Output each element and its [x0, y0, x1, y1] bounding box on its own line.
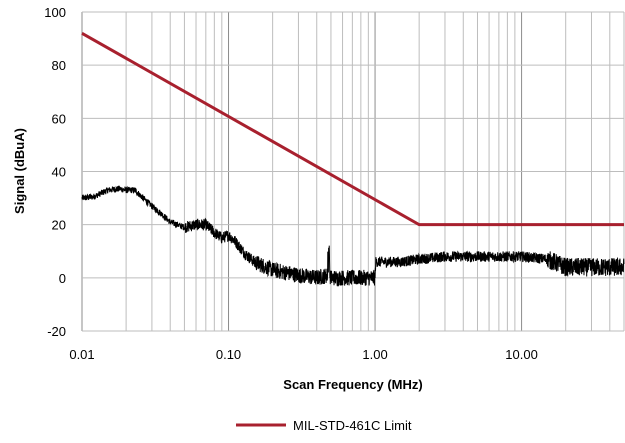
y-tick-label: 40: [52, 165, 66, 180]
grid: [81, 11, 625, 332]
x-axis: 0.01 0.10 1.00 10.00: [69, 347, 538, 362]
y-tick-label: 0: [59, 271, 66, 286]
legend: MIL-STD-461C Limit: [236, 418, 412, 433]
x-axis-title: Scan Frequency (MHz): [283, 377, 422, 392]
y-axis-title: Signal (dBuA): [12, 128, 27, 214]
x-tick-label: 1.00: [362, 347, 387, 362]
y-tick-label: -20: [47, 324, 66, 339]
legend-label-limit: MIL-STD-461C Limit: [293, 418, 412, 433]
y-tick-label: 60: [52, 111, 66, 126]
y-tick-label: 20: [52, 218, 66, 233]
y-axis: -20 0 20 40 60 80 100: [44, 5, 66, 339]
series-line-signal: [81, 185, 625, 288]
y-tick-label: 100: [44, 5, 66, 20]
x-tick-label: 0.01: [69, 347, 94, 362]
x-tick-label: 0.10: [216, 347, 241, 362]
x-tick-label: 10.00: [505, 347, 538, 362]
series-line-limit: [81, 31, 624, 227]
y-tick-label: 80: [52, 58, 66, 73]
series-layer: [81, 31, 625, 288]
